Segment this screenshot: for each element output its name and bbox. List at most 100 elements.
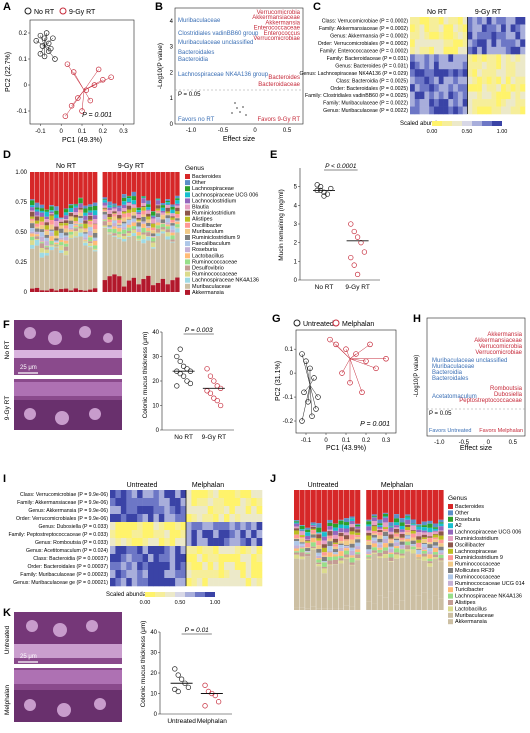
legend-swatch bbox=[185, 284, 190, 289]
heat-cell bbox=[511, 54, 516, 62]
heat-cell bbox=[159, 578, 165, 586]
bar-segment bbox=[383, 514, 388, 517]
heat-cell bbox=[246, 554, 252, 562]
bar-segment bbox=[54, 227, 58, 231]
heat-cell bbox=[110, 554, 116, 562]
bar-segment bbox=[64, 220, 68, 223]
panel-label: E bbox=[270, 149, 277, 161]
bar-segment bbox=[405, 535, 410, 538]
data-point bbox=[355, 272, 360, 277]
scale-swatch bbox=[442, 121, 452, 126]
bar-segment bbox=[88, 246, 92, 247]
heat-cell bbox=[520, 32, 525, 40]
bar-segment bbox=[355, 535, 360, 537]
bar-segment bbox=[388, 490, 393, 522]
heat-cell bbox=[153, 530, 159, 538]
legend-swatch bbox=[185, 186, 190, 191]
heat-cell bbox=[257, 490, 263, 498]
bar-segment bbox=[422, 527, 427, 531]
heat-cell bbox=[496, 24, 501, 32]
heat-cell bbox=[164, 578, 170, 586]
heat-cell bbox=[496, 107, 501, 115]
heat-cell bbox=[458, 77, 463, 85]
heat-cell bbox=[197, 570, 203, 578]
group-label: 9-Gy RT bbox=[118, 163, 145, 170]
heat-cell bbox=[468, 69, 473, 77]
heat-cell bbox=[439, 62, 444, 70]
legend-swatch bbox=[448, 562, 453, 567]
bar-segment bbox=[165, 284, 169, 292]
heat-cell bbox=[429, 92, 434, 100]
heat-cell bbox=[132, 514, 138, 522]
heat-cell bbox=[506, 62, 511, 70]
spider-line bbox=[84, 69, 99, 90]
heat-cell bbox=[121, 578, 127, 586]
bar-segment bbox=[372, 516, 377, 517]
heat-cell bbox=[515, 39, 520, 47]
bar-segment bbox=[305, 554, 310, 556]
bar-segment bbox=[151, 241, 155, 242]
stacked-bars bbox=[30, 172, 180, 292]
bar-segment bbox=[400, 538, 405, 540]
bar-segment bbox=[355, 525, 360, 527]
heat-cell bbox=[246, 530, 252, 538]
bar-segment bbox=[59, 218, 63, 219]
y-tick-label: 0.75 bbox=[15, 200, 27, 206]
bar-segment bbox=[127, 172, 131, 196]
heat-cell bbox=[496, 39, 501, 47]
y-tick-label: 10 bbox=[150, 692, 157, 698]
bar-segment bbox=[427, 567, 432, 599]
bar-segment bbox=[165, 232, 169, 236]
heat-cell bbox=[164, 506, 170, 514]
heat-cell bbox=[444, 92, 449, 100]
bar-segment bbox=[117, 239, 121, 276]
bar-segment bbox=[64, 289, 68, 292]
heat-cell bbox=[202, 562, 208, 570]
bar-segment bbox=[54, 218, 58, 221]
bar-segment bbox=[161, 211, 165, 213]
y-tick-label: 4 bbox=[170, 19, 174, 25]
spider-line bbox=[306, 361, 310, 385]
bar-segment bbox=[311, 534, 316, 535]
bar-segment bbox=[59, 253, 63, 289]
heat-cell bbox=[137, 522, 143, 530]
heat-cell bbox=[511, 24, 516, 32]
heat-cell bbox=[482, 77, 487, 85]
heat-cell bbox=[482, 32, 487, 40]
bar-segment bbox=[35, 246, 39, 288]
heat-cell bbox=[197, 546, 203, 554]
heat-cell bbox=[153, 522, 159, 530]
bar-segment bbox=[411, 530, 416, 531]
row-label: Class: Verrucomicrobiae (P = 9.9e-06) bbox=[20, 492, 108, 498]
heat-cell bbox=[153, 562, 159, 570]
legend-item: Oscillibacter bbox=[455, 542, 485, 548]
bar-segment bbox=[45, 247, 49, 249]
bar-segment bbox=[54, 245, 58, 246]
y-tick-label: 30 bbox=[150, 651, 157, 657]
legend-item: Lachnospiraceae NK4A136 bbox=[455, 594, 522, 600]
heat-cell bbox=[159, 530, 165, 538]
bar-segment bbox=[377, 542, 382, 544]
heat-cell bbox=[420, 62, 425, 70]
heat-cell bbox=[132, 522, 138, 530]
bar-segment bbox=[122, 223, 126, 227]
heat-cell bbox=[229, 538, 235, 546]
bar-segment bbox=[45, 231, 49, 235]
bar-segment bbox=[411, 524, 416, 525]
bar-segment bbox=[136, 214, 140, 218]
bar-segment bbox=[311, 526, 316, 527]
heat-cell bbox=[415, 84, 420, 92]
heat-cell bbox=[444, 62, 449, 70]
bar-segment bbox=[35, 288, 39, 292]
heat-cell bbox=[191, 530, 197, 538]
bar-segment bbox=[438, 536, 443, 540]
p-value: P = 0.01 bbox=[185, 627, 210, 634]
heat-cell bbox=[170, 514, 176, 522]
bar-segment bbox=[112, 206, 116, 207]
bar-segment bbox=[416, 549, 421, 550]
bar-segment bbox=[35, 227, 39, 229]
bar-segment bbox=[433, 552, 438, 555]
bar-segment bbox=[333, 535, 338, 539]
bar-segment bbox=[112, 274, 116, 292]
bar-segment bbox=[377, 529, 382, 530]
